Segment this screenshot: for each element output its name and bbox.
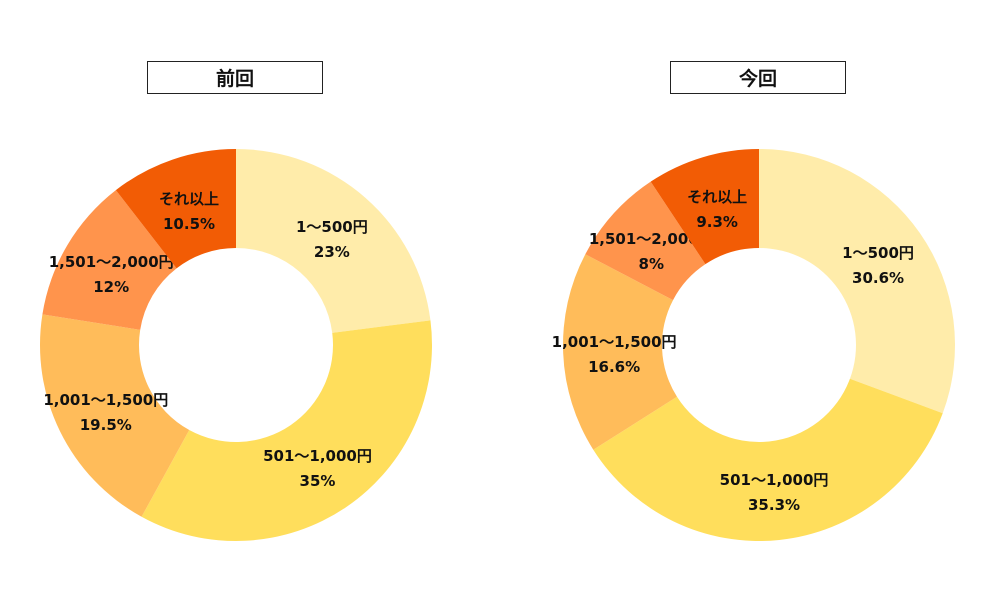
slice-category-label-1-4: それ以上 (687, 188, 747, 206)
slice-0-2 (40, 314, 190, 517)
slice-value-label-0-1: 35% (300, 472, 336, 490)
slice-category-label-0-3: 1,501～2,000円 (49, 253, 174, 271)
slice-0-4 (115, 149, 236, 269)
slice-category-label-0-0: 1～500円 (296, 218, 368, 236)
chart-title-previous: 前回 (147, 61, 323, 94)
slice-value-label-0-4: 10.5% (163, 215, 215, 233)
slice-category-label-1-0: 1～500円 (842, 244, 914, 262)
slice-value-label-1-3: 8% (639, 255, 664, 273)
chart-title-current: 今回 (670, 61, 846, 94)
slice-0-1 (141, 320, 432, 541)
slice-category-label-0-2: 1,001～1,500円 (43, 391, 168, 409)
slice-value-label-0-2: 19.5% (80, 416, 132, 434)
slice-category-label-1-3: 1,501～2,000円 (589, 230, 714, 248)
slice-value-label-1-4: 9.3% (696, 213, 738, 231)
slice-category-label-1-2: 1,001～1,500円 (552, 333, 677, 351)
slice-value-label-1-1: 35.3% (748, 496, 800, 514)
slice-value-label-1-2: 16.6% (588, 358, 640, 376)
slice-category-label-0-1: 501～1,000円 (263, 447, 372, 465)
slice-1-3 (585, 181, 706, 301)
slice-category-label-1-1: 501～1,000円 (720, 471, 829, 489)
slice-1-4 (650, 149, 759, 265)
slice-category-label-0-4: それ以上 (159, 190, 219, 208)
slice-value-label-1-0: 30.6% (852, 269, 904, 287)
slice-0-0 (236, 149, 431, 333)
slice-value-label-0-0: 23% (314, 243, 350, 261)
slice-1-0 (759, 149, 956, 414)
slice-1-2 (563, 254, 677, 450)
slice-0-3 (42, 190, 177, 330)
slice-1-1 (593, 378, 943, 541)
slice-value-label-0-3: 12% (93, 278, 129, 296)
